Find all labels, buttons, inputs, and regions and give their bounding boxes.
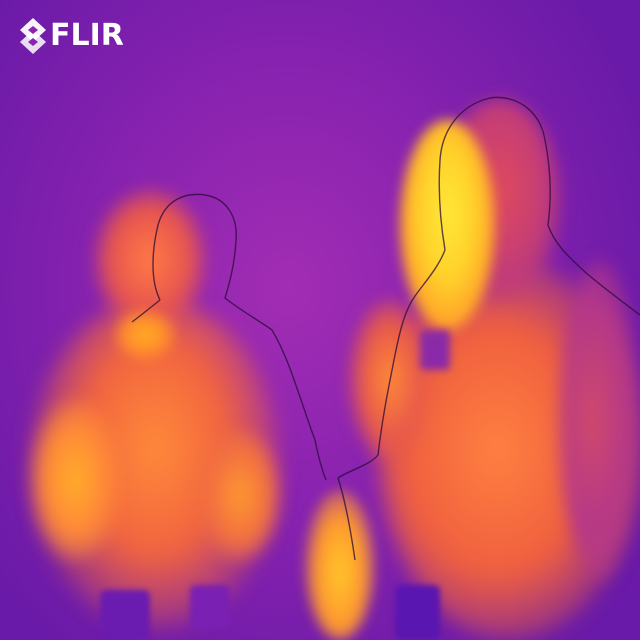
left-person-head	[95, 190, 205, 330]
left-person-cold-object	[100, 590, 150, 640]
flir-logo: FLIR	[20, 18, 124, 54]
right-person-outline	[438, 96, 640, 316]
right-person-far-arm	[560, 260, 640, 580]
flir-logo-text: FLIR	[50, 18, 124, 53]
flir-diamond-logo-icon	[20, 18, 46, 54]
left-person-cold-object-2	[190, 585, 230, 630]
hot-spot-hand	[305, 490, 375, 640]
left-person-left-arm	[30, 400, 120, 560]
right-person-cold-object	[395, 585, 440, 640]
right-person-chest-item	[420, 330, 450, 370]
left-person-outline	[152, 193, 327, 481]
left-person-right-arm	[200, 430, 280, 560]
left-person-neck	[115, 310, 175, 360]
